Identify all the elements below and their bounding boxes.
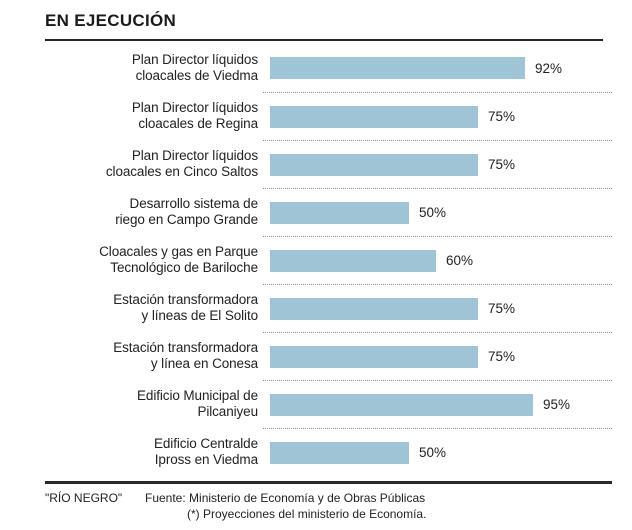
bar-label-line: Edificio Centralde bbox=[153, 436, 258, 452]
chart-title: EN EJECUCIÓN bbox=[45, 11, 177, 30]
bar-label-line: cloacales de Viedma bbox=[135, 68, 259, 84]
bar bbox=[270, 153, 478, 176]
bar-value-label: 75% bbox=[488, 301, 516, 317]
bar-value-label: 75% bbox=[488, 109, 516, 125]
title-rule bbox=[45, 39, 603, 42]
bar-label: Estación transformadora y línea en Conesa bbox=[45, 332, 258, 380]
source-block: Fuente: Ministerio de Economía y de Obra… bbox=[145, 490, 426, 522]
bar-label: Cloacales y gas en Parque Tecnológico de … bbox=[45, 236, 258, 284]
bar-label-line: Edificio Municipal de bbox=[137, 388, 258, 404]
footer-rule bbox=[45, 481, 612, 485]
bar bbox=[270, 441, 409, 464]
chart-row: Estación transformadora y líneas de El So… bbox=[45, 284, 612, 332]
bar-label-line: Plan Director líquidos bbox=[131, 148, 258, 164]
bar-value-label: 60% bbox=[446, 253, 474, 269]
chart-row: Cloacales y gas en Parque Tecnológico de … bbox=[45, 236, 612, 284]
chart-row: Plan Director líquidos cloacales de Viedm… bbox=[45, 44, 612, 92]
bar-label-line: Estación transformadora bbox=[113, 340, 258, 356]
bar-label-line: Pilcaniyeu bbox=[197, 404, 258, 420]
bar-label: Plan Director líquidos cloacales de Viedm… bbox=[45, 44, 258, 92]
chart-row: Edificio Centralde Ipross en Viedma 50% bbox=[45, 428, 612, 476]
bar-label-line: Ipross en Viedma bbox=[154, 452, 258, 468]
chart-row: Edificio Municipal de Pilcaniyeu 95% bbox=[45, 380, 612, 428]
bar-label-line: riego en Campo Grande bbox=[115, 212, 258, 228]
bar-value-label: 92% bbox=[535, 60, 563, 76]
bar bbox=[270, 345, 478, 368]
bar-label: Plan Director líquidos cloacales de Regin… bbox=[45, 92, 258, 140]
bar bbox=[270, 201, 409, 224]
bar-label-line: cloacales de Regina bbox=[138, 116, 258, 132]
bar-label-line: y líneas de El Solito bbox=[141, 308, 259, 324]
bar-label: Edificio Centralde Ipross en Viedma bbox=[45, 428, 258, 476]
bar-label: Edificio Municipal de Pilcaniyeu bbox=[45, 380, 258, 428]
source-line-2: (*) Proyecciones del ministerio de Econo… bbox=[187, 507, 427, 522]
chart-row: Plan Director líquidos cloacales de Regin… bbox=[45, 92, 612, 140]
bar-label-line: cloacales en Cinco Saltos bbox=[105, 164, 258, 180]
bar-value-label: 50% bbox=[419, 445, 447, 461]
chart-row: Estación transformadora y línea en Conesa… bbox=[45, 332, 612, 380]
bar-label: Estación transformadora y líneas de El So… bbox=[45, 284, 258, 332]
bar-track: 50% bbox=[263, 428, 612, 476]
bar-value-label: 75% bbox=[488, 349, 516, 365]
bar-track: 75% bbox=[263, 92, 612, 140]
bar-track: 75% bbox=[263, 284, 612, 332]
bar-track: 92% bbox=[263, 44, 612, 92]
chart-row: Desarrollo sistema de riego en Campo Gran… bbox=[45, 188, 612, 236]
bar-track: 95% bbox=[263, 380, 612, 428]
bar-chart: Plan Director líquidos cloacales de Viedm… bbox=[45, 44, 612, 476]
bar-label: Desarrollo sistema de riego en Campo Gran… bbox=[45, 188, 258, 236]
bar-value-label: 50% bbox=[419, 205, 447, 221]
bar-track: 60% bbox=[263, 236, 612, 284]
bar bbox=[270, 393, 533, 416]
bar-label: Plan Director líquidos cloacales en Cinco… bbox=[45, 140, 258, 188]
bar bbox=[270, 297, 478, 320]
bar-label-line: Estación transformadora bbox=[113, 292, 258, 308]
bar bbox=[270, 249, 436, 272]
footer: "RÍO NEGRO" Fuente: Ministerio de Econom… bbox=[45, 490, 612, 522]
bar-label-line: Desarrollo sistema de bbox=[129, 196, 259, 212]
bar-track: 50% bbox=[263, 188, 612, 236]
bar-label-line: Plan Director líquidos bbox=[131, 100, 258, 116]
bar-label-line: Tecnológico de Bariloche bbox=[110, 260, 258, 276]
bar bbox=[270, 105, 478, 128]
bar-label-line: Plan Director líquidos bbox=[131, 52, 258, 68]
bar-label-line: y línea en Conesa bbox=[150, 356, 258, 372]
chart-row: Plan Director líquidos cloacales en Cinco… bbox=[45, 140, 612, 188]
bar-value-label: 75% bbox=[488, 157, 516, 173]
credit-label: "RÍO NEGRO" bbox=[45, 491, 123, 506]
bar-value-label: 95% bbox=[543, 397, 571, 413]
bar-track: 75% bbox=[263, 140, 612, 188]
bar-track: 75% bbox=[263, 332, 612, 380]
bar-label-line: Cloacales y gas en Parque bbox=[99, 244, 258, 260]
source-line-1: Fuente: Ministerio de Economía y de Obra… bbox=[145, 491, 426, 506]
bar bbox=[270, 57, 525, 80]
